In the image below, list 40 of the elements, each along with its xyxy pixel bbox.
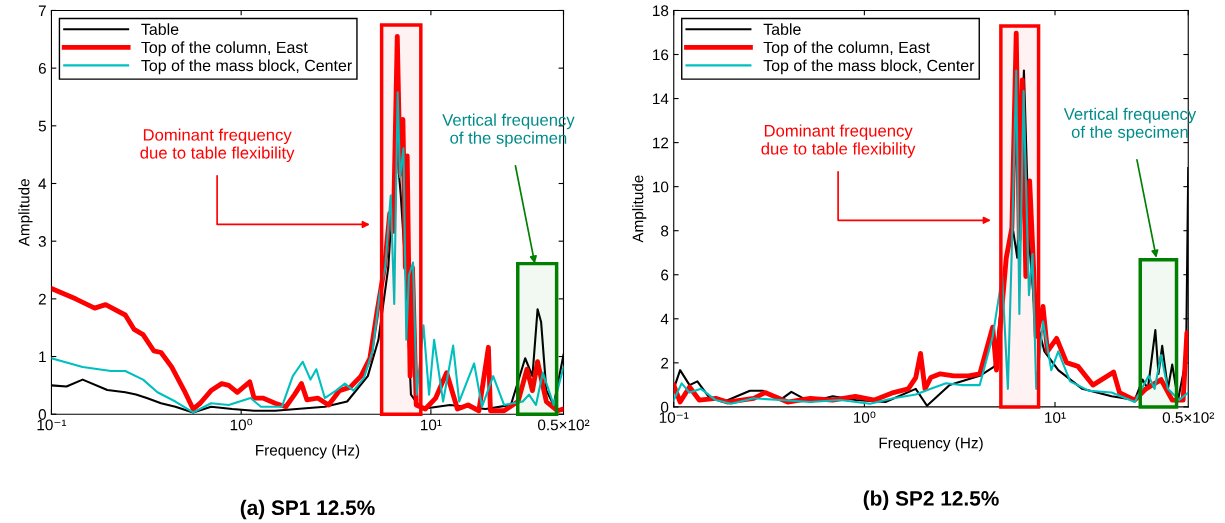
text: (b) SP2 12.5% [863, 490, 999, 510]
legend-label: Table [141, 23, 179, 35]
y-tick-label: 0 [660, 401, 669, 413]
y-tick-label: 2 [38, 293, 46, 305]
legend-label: Top of the mass block, Center [141, 59, 352, 75]
y-axis-title: Amplitude [18, 179, 33, 247]
x-axis-title: Frequency (Hz) [879, 437, 983, 452]
x-tick-label: 10⁰ [853, 411, 876, 423]
x-tick-label: 0.5×10² [1162, 412, 1215, 423]
legend-label: Top of the column, East [763, 41, 930, 57]
y-tick-label: 3 [38, 236, 46, 247]
x-tick-label: 10⁻¹ [37, 419, 67, 431]
legend-label: Top of the mass block, Center [763, 59, 975, 75]
y-tick-label: 16 [653, 49, 669, 61]
x-tick-label: 0.5×10² [537, 419, 590, 431]
x-tick-label: 10⁻¹ [659, 412, 689, 423]
y-tick-label: 4 [38, 178, 47, 190]
y-tick-label: 6 [38, 63, 46, 74]
y-tick-label: 4 [660, 313, 669, 325]
x-tick-label: 10¹ [421, 419, 442, 431]
y-tick-label: 0 [38, 409, 46, 420]
y-tick-label: 18 [653, 5, 669, 17]
y-axis-title: Amplitude [632, 175, 647, 243]
y-tick-label: 2 [661, 357, 669, 369]
y-tick-label: 12 [653, 137, 669, 149]
legend-label: Top of the column, East [141, 41, 308, 57]
x-tick-label: 10⁰ [230, 418, 253, 431]
y-tick-label: 7 [38, 5, 46, 16]
x-axis-title: Frequency (Hz) [256, 444, 360, 459]
y-tick-label: 5 [38, 120, 46, 132]
y-tick-label: 14 [653, 93, 669, 105]
y-tick-label: 1 [39, 351, 46, 363]
y-tick-label: 6 [661, 269, 669, 281]
y-tick-label: 8 [661, 225, 669, 237]
annotation: Dominant frequency due to table flexibility [761, 124, 916, 158]
legend-label: Table [763, 23, 801, 35]
annotation: Dominant frequency due to table flexibility [140, 128, 295, 163]
y-tick-label: 10 [653, 181, 669, 193]
text: (a) SP1 12.5% [240, 499, 375, 520]
x-tick-label: 10¹ [1045, 412, 1066, 423]
